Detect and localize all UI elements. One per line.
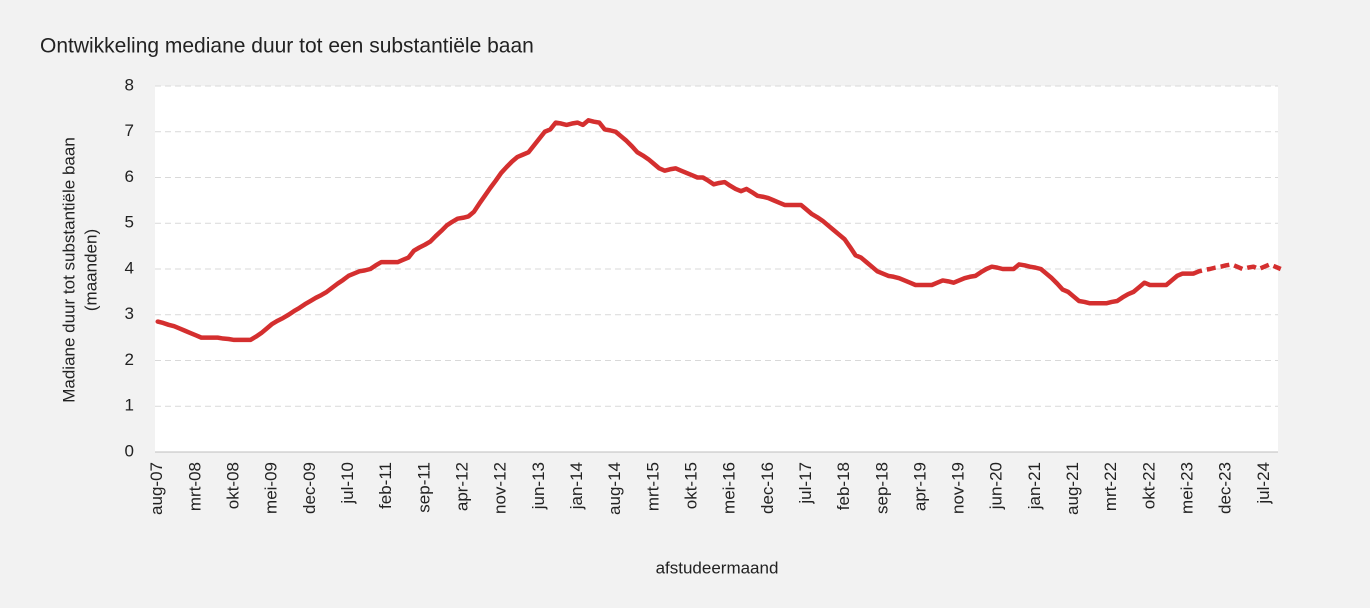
x-tick-label: jul-10: [338, 462, 357, 505]
y-axis-label: Madiane duur tot substantiële baan: [59, 137, 78, 403]
x-tick-label: jul-24: [1254, 462, 1273, 505]
y-tick-label: 0: [125, 441, 134, 460]
x-tick-label: mei-09: [262, 462, 281, 514]
x-tick-label: dec-09: [300, 462, 319, 514]
x-tick-label: apr-19: [910, 462, 929, 511]
line-series: [155, 118, 1196, 343]
chart-title: Ontwikkeling mediane duur tot een substa…: [40, 35, 534, 58]
x-tick-label: jan-14: [567, 462, 586, 510]
y-tick-label: 1: [125, 396, 134, 415]
x-tick-label: sep-11: [414, 462, 433, 513]
x-tick-label: aug-07: [147, 462, 166, 515]
x-tick-label: mrt-08: [185, 462, 204, 511]
x-tick-label: dec-23: [1216, 462, 1235, 514]
x-tick-label: nov-12: [491, 462, 510, 514]
x-tick-label: feb-11: [376, 462, 395, 509]
x-tick-label: okt-08: [224, 462, 243, 509]
y-tick-label: 5: [125, 213, 134, 232]
y-tick-label: 7: [125, 121, 134, 140]
y-tick-label: 3: [125, 304, 134, 323]
x-tick-label: okt-22: [1139, 462, 1158, 509]
x-tick-label: jan-21: [1025, 462, 1044, 510]
x-tick-label: mei-23: [1178, 462, 1197, 514]
x-tick-label: jun-20: [987, 462, 1006, 510]
x-tick-label: jun-13: [529, 462, 548, 510]
y-tick-label: 2: [125, 350, 134, 369]
y-tick-label: 8: [125, 75, 134, 94]
x-tick-label: jul-17: [796, 462, 815, 505]
x-tick-label: mrt-22: [1101, 462, 1120, 511]
x-tick-label: sep-18: [872, 462, 891, 514]
x-tick-label: nov-19: [949, 462, 968, 514]
x-tick-label: feb-18: [834, 462, 853, 510]
line-series: [1192, 262, 1282, 276]
x-tick-label: apr-12: [452, 462, 471, 511]
x-tick-label: aug-21: [1063, 462, 1082, 515]
y-tick-label: 6: [125, 167, 134, 186]
x-tick-label: dec-16: [758, 462, 777, 514]
x-tick-label: mei-16: [720, 462, 739, 514]
x-tick-label: okt-15: [681, 462, 700, 509]
y-tick-label: 4: [125, 258, 134, 277]
x-axis-label: afstudeermaand: [656, 558, 779, 577]
x-tick-label: aug-14: [605, 462, 624, 515]
y-axis-label: (maanden): [81, 229, 100, 311]
x-tick-label: mrt-15: [643, 462, 662, 511]
